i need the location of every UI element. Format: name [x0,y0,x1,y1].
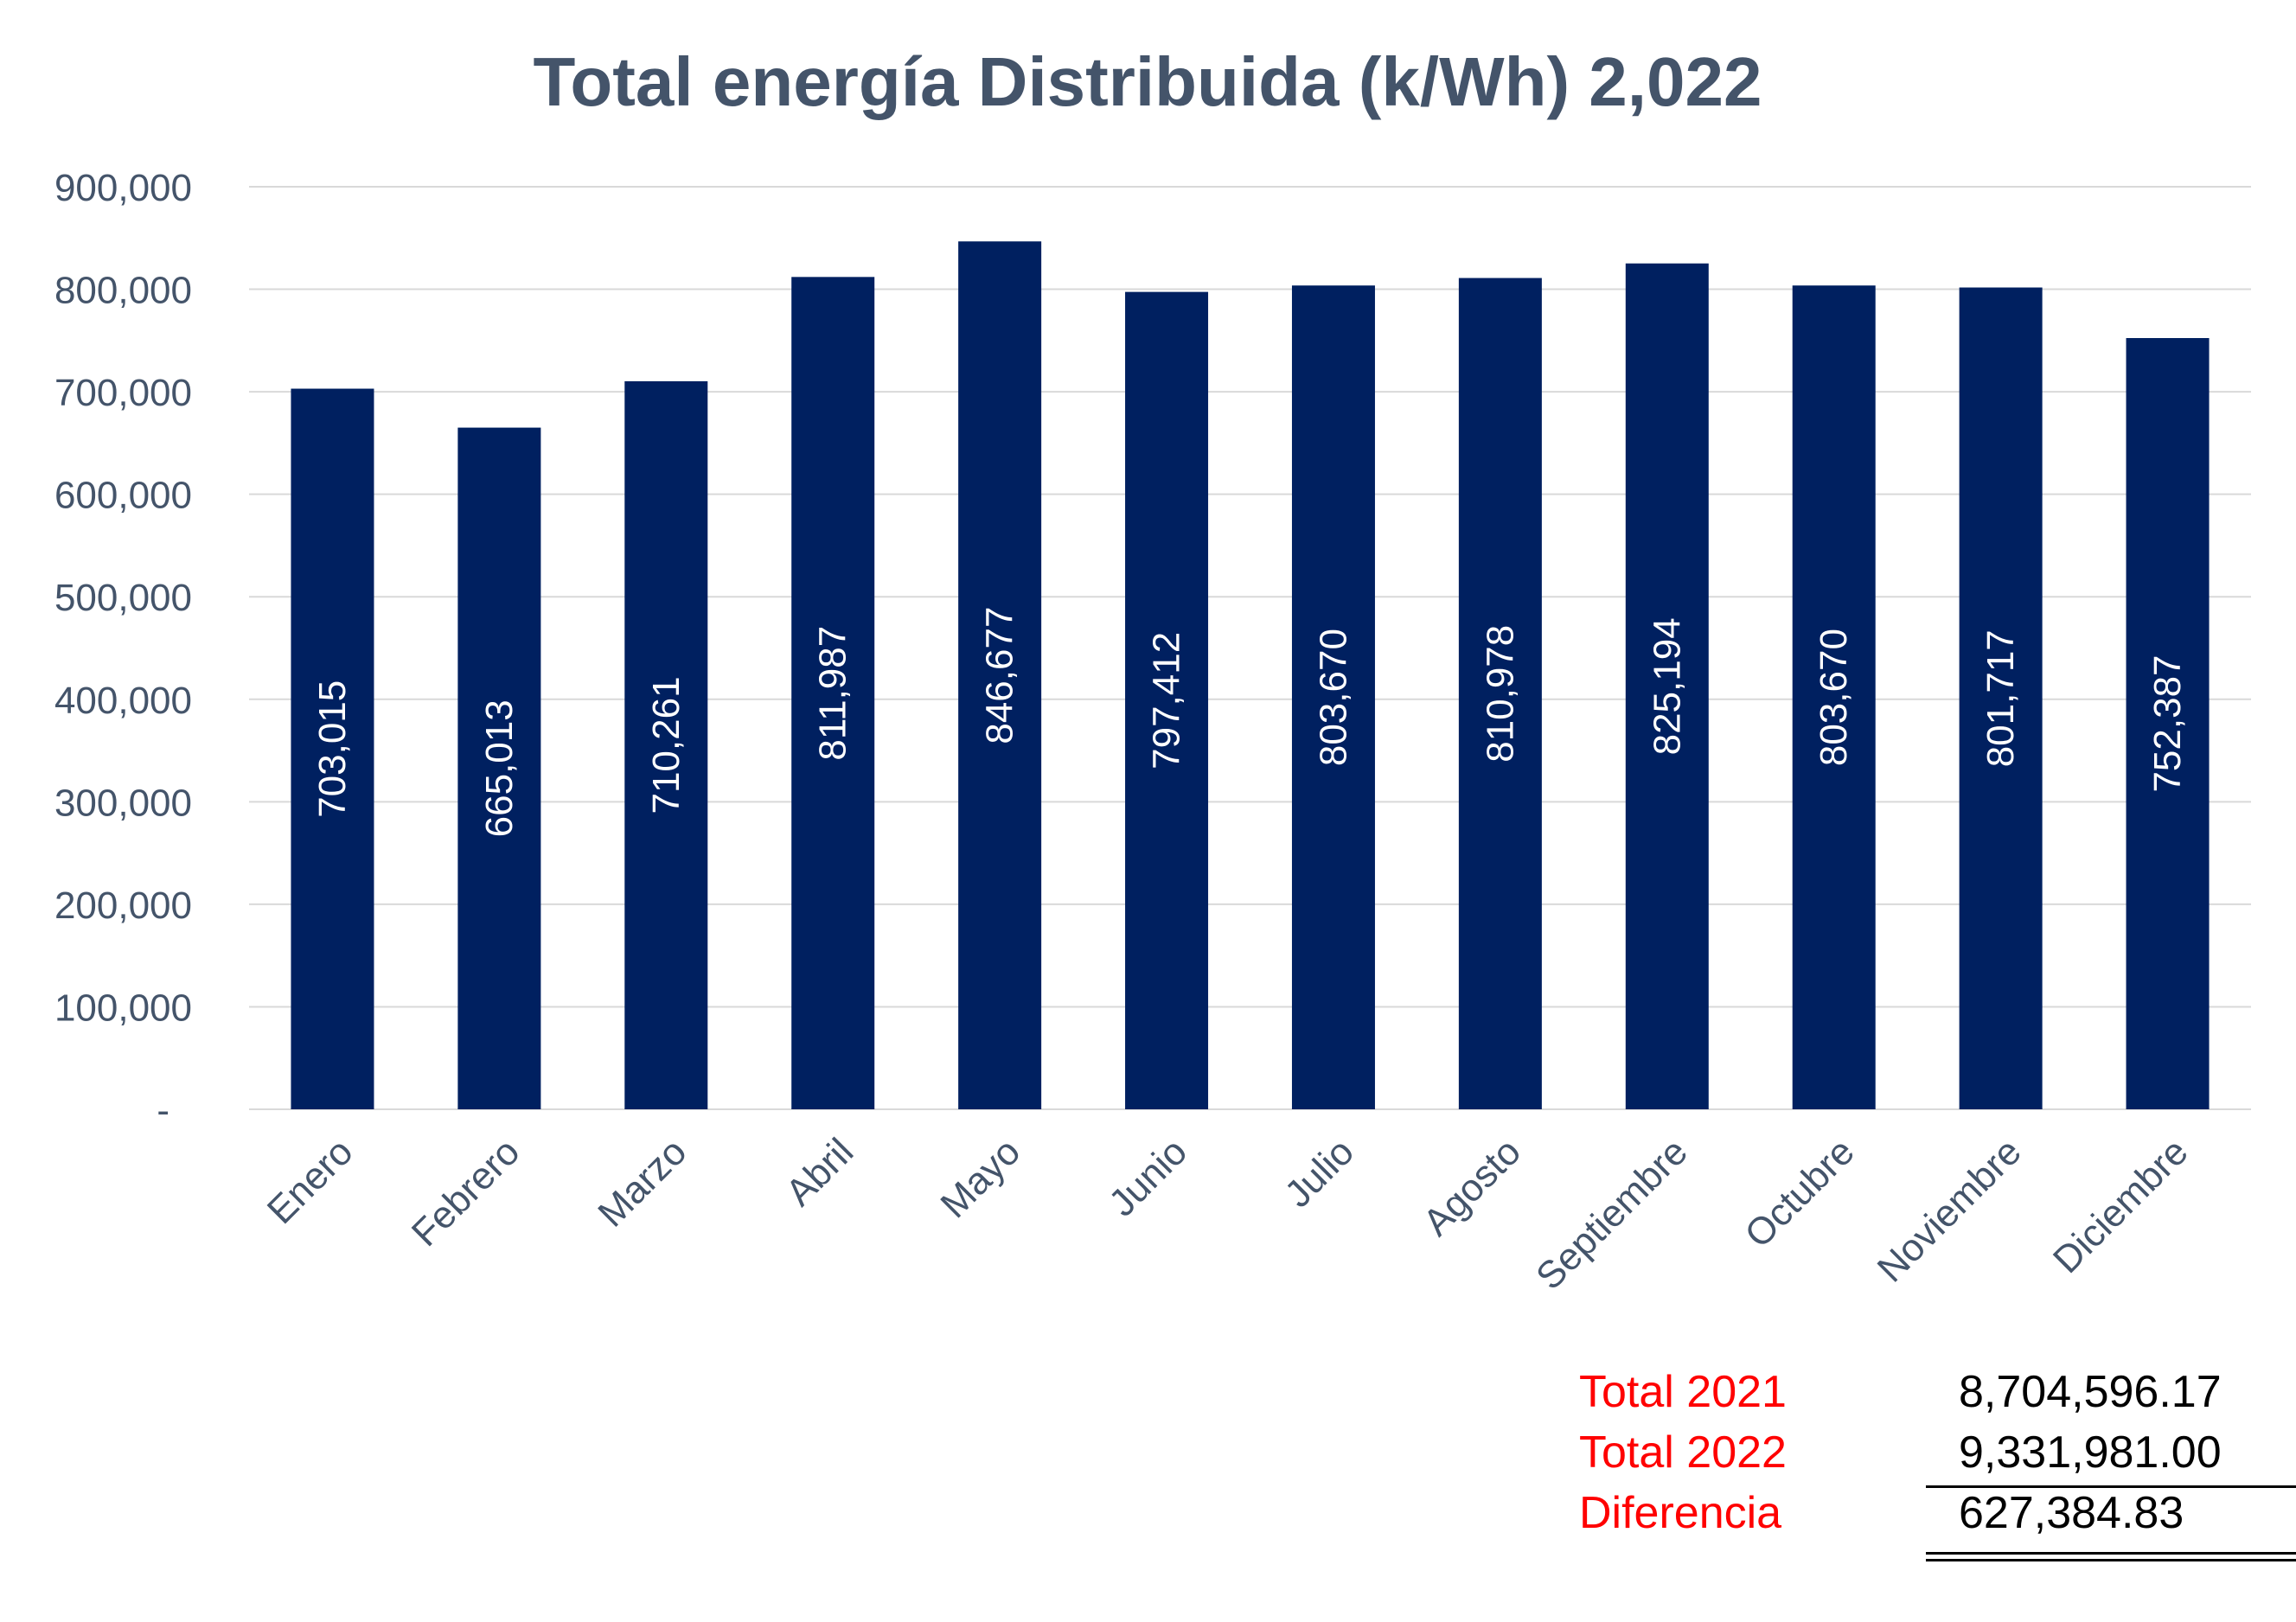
bar [1792,285,1876,1109]
totals-row-2021: Total 2021 8,704,596.17 [1579,1362,2296,1422]
totals-value: 9,331,981.00 [1959,1427,2222,1478]
category-label: Mayo [932,1130,1028,1226]
category-label: Junio [1101,1130,1195,1224]
data-label: 846,677 [979,607,1021,744]
y-tick-label: 300,000 [54,782,192,824]
y-tick-label: 600,000 [54,475,192,517]
totals-label: Total 2022 [1579,1427,1787,1478]
category-label: Febrero [404,1130,528,1255]
category-label: Diciembre [2045,1130,2197,1281]
y-tick-label: 400,000 [54,680,192,722]
category-label: Enero [259,1130,361,1232]
bar [1625,263,1709,1110]
totals-row-diferencia: Diferencia 627,384.83 [1579,1483,2296,1543]
category-label: Octubre [1736,1130,1862,1255]
data-label: 810,978 [1479,625,1521,763]
data-labels: 703,015 665,013 710,261 811,987 846,677 797,4… [311,607,2189,838]
totals-label: Diferencia [1579,1488,1782,1538]
gridlines [249,186,2251,1110]
totals-table: Total 2021 8,704,596.17 Total 2022 9,331… [1579,1362,2296,1561]
category-label: Noviembre [1870,1130,2030,1290]
category-label: Julio [1276,1130,1362,1216]
y-tick-label: 900,000 [54,167,192,209]
bar [2126,338,2210,1109]
y-tick-label: 700,000 [54,372,192,414]
y-axis-ticks: - 100,000 200,000 300,000 400,000 500,000 600,… [54,167,192,1132]
underline-single [1926,1485,2296,1488]
bar [1291,285,1375,1109]
data-label: 703,015 [311,680,354,818]
data-label: 752,387 [2146,655,2189,792]
underline-double-2 [1926,1559,2296,1561]
category-label: Marzo [590,1130,694,1235]
totals-label: Total 2021 [1579,1367,1787,1417]
y-tick-label: 500,000 [54,577,192,619]
bars [291,241,2210,1110]
data-label: 801,717 [1979,629,2022,767]
data-label: 803,670 [1312,629,1354,766]
totals-value: 627,384.83 [1959,1488,2184,1538]
underline-double-1 [1926,1552,2296,1555]
bar [1959,287,2043,1109]
totals-row-2022: Total 2022 9,331,981.00 [1579,1422,2296,1483]
y-tick-label: 100,000 [54,987,192,1029]
bar [1458,278,1542,1109]
category-labels: Enero Febrero Marzo Abril Mayo Junio Julio Agos… [259,1130,2197,1298]
data-label: 665,013 [478,699,521,837]
chart-title: Total energía Distribuida (k/Wh) 2,022 [533,43,1762,120]
category-label: Septiembre [1528,1130,1696,1298]
category-label: Agosto [1415,1130,1529,1244]
bar [791,277,875,1109]
bar [291,388,374,1110]
bar [958,241,1042,1109]
data-label: 797,412 [1146,632,1188,769]
y-tick-label: 200,000 [54,884,192,927]
y-tick-label: 800,000 [54,270,192,312]
bar [457,427,541,1109]
bar [624,380,708,1109]
totals-value: 8,704,596.17 [1959,1367,2222,1417]
category-label: Abril [777,1130,861,1214]
data-label: 811,987 [812,626,854,761]
y-tick-label: - [157,1089,169,1132]
data-label: 825,194 [1646,617,1688,755]
data-label: 803,670 [1813,629,1855,766]
data-label: 710,261 [645,676,688,814]
bar [1125,291,1209,1109]
